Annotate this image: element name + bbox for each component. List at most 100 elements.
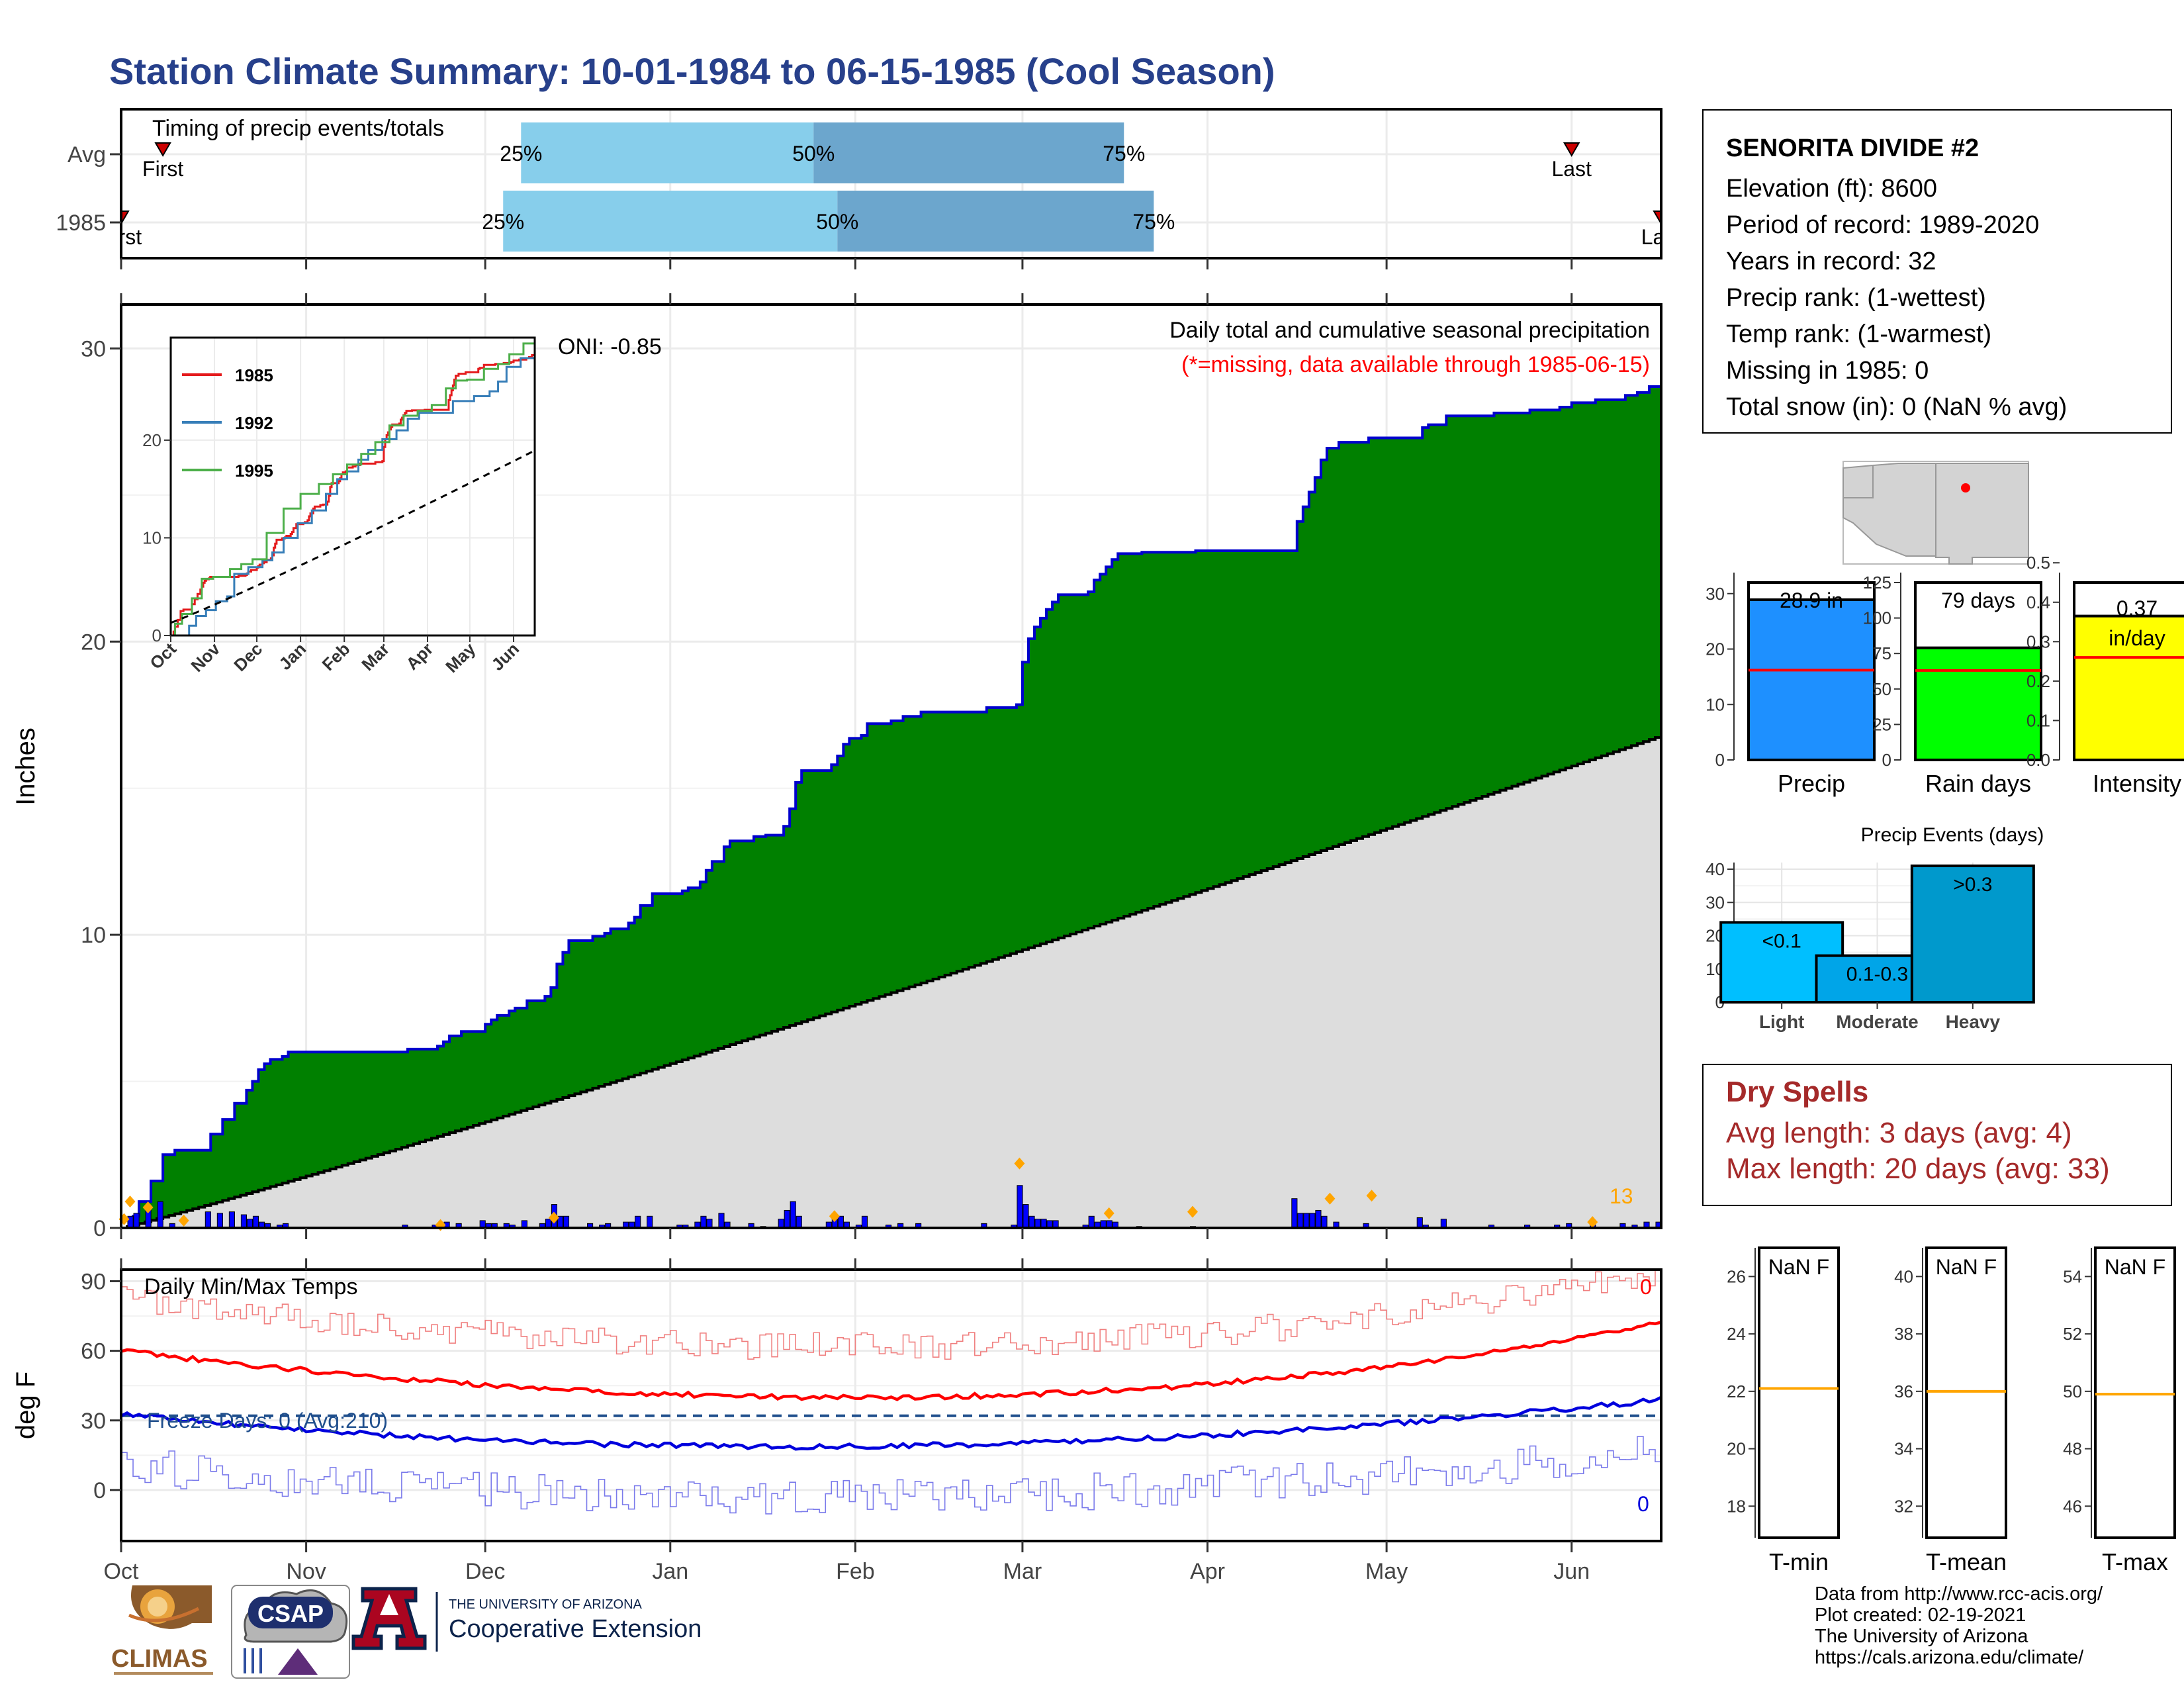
timing-iqr-upper <box>837 191 1154 252</box>
temp-y-tick: 0 <box>93 1478 106 1503</box>
inset-y-tick: 20 <box>142 430 161 450</box>
dry-spells-title: Dry Spells <box>1726 1076 1869 1108</box>
daily-precip-bar <box>240 1214 248 1229</box>
daily-precip-bar <box>647 1215 653 1229</box>
precip-y-tick: 0 <box>93 1216 106 1241</box>
csap-logo-text: CSAP <box>257 1600 324 1627</box>
daily-max-temp-line <box>121 1270 1656 1360</box>
event-marker <box>178 1214 189 1227</box>
event-marker <box>548 1211 559 1224</box>
cumulative-precip-line <box>121 381 1662 1229</box>
average-cumulative-precip-area <box>121 735 1661 1228</box>
temp-box-t-max: 46 48 50 52 54 NaN F T-max <box>2063 1246 2176 1575</box>
mini-bar-unit-label: in/day <box>2109 626 2165 650</box>
timing-first-marker <box>154 142 171 157</box>
event-category-label: Heavy <box>1946 1011 2001 1032</box>
event-marker <box>1366 1190 1377 1202</box>
precip-events-chart: Precip Events (days) 010203040<0.1Light0… <box>1706 824 2044 1032</box>
temperature-anomaly-boxes: 18 20 22 24 26 NaN F T-min 32 34 36 38 40 NaN F T-mea… <box>1727 1246 2176 1575</box>
mini-bar-value <box>1914 646 2042 762</box>
station-elevation: Elevation (ft): 8600 <box>1726 175 1937 203</box>
mini-bar-chart-intensity: 0.0 0.1 0.2 0.3 0.4 0.5 0.37 in/day Intensity <box>2026 553 2184 797</box>
temp-box-t-min: 18 20 22 24 26 NaN F T-min <box>1727 1246 1840 1575</box>
temp-y-axis-label: deg F <box>11 1372 40 1439</box>
mini-bar-y-tick: 0 <box>1715 750 1725 770</box>
daily-precip-bar <box>837 1215 844 1229</box>
event-category-label: Light <box>1759 1011 1804 1032</box>
x-tick-oct: Oct <box>104 1559 139 1584</box>
credit-url: https://cals.arizona.edu/climate/ <box>1815 1647 2084 1668</box>
mini-bar-value <box>1747 598 1876 762</box>
temp-box-frame <box>1925 1246 2007 1539</box>
temp-y-tick: 90 <box>81 1270 106 1295</box>
timing-panel: 25% 50% 75% First Last 25% 50% 75% First Last Tim… <box>56 108 1662 259</box>
dry-spells-box: Dry Spells Avg length: 3 days (avg: 4) M… <box>1702 1064 2172 1206</box>
mini-bar-chart-precip: 0 10 20 30 28.9 in Precip <box>1706 573 1876 797</box>
daily-precip-bar <box>635 1215 641 1229</box>
ua-logo-line2: Cooperative Extension <box>449 1615 702 1643</box>
inset-y-tick: 0 <box>152 626 161 645</box>
temp-box-label: T-min <box>1769 1548 1829 1575</box>
daily-precip-bar <box>563 1215 570 1229</box>
daily-precip-bar <box>718 1213 725 1229</box>
x-tick-dec: Dec <box>465 1559 505 1584</box>
x-tick-jan: Jan <box>652 1559 688 1584</box>
temp-box-y-tick: 38 <box>1894 1324 1913 1344</box>
timing-row-label-avg: Avg <box>68 142 106 167</box>
daily-min-temp-line <box>121 1436 1661 1515</box>
temp-box-y-tick: 18 <box>1727 1496 1746 1516</box>
inset-legend-1995: 1995 <box>235 461 273 481</box>
mini-bar-y-tick: 10 <box>1706 694 1725 714</box>
daily-precip-bar <box>1416 1217 1423 1229</box>
climas-logo-text: CLIMAS <box>111 1645 208 1673</box>
daily-precip-bar <box>228 1211 235 1229</box>
timing-iqr-lower <box>521 122 814 183</box>
climas-logo: CLIMAS <box>111 1585 213 1675</box>
station-missing: Missing in 1985: 0 <box>1726 357 1929 385</box>
mini-bar-category-label: Intensity <box>2093 770 2181 797</box>
daily-precip-bar <box>796 1215 802 1229</box>
station-temp-rank: Temp rank: (1-warmest) <box>1726 320 1992 348</box>
average-cumulative-precip-line <box>121 735 1662 1229</box>
station-location-dot <box>1961 483 1970 492</box>
station-location-map <box>1843 461 2029 565</box>
precip-panel: 0 10 20 30 Inches Daily total and cumulativ… <box>11 258 1662 1241</box>
mini-bar-y-tick: 0.4 <box>2026 592 2050 612</box>
event-marker <box>142 1201 154 1213</box>
daily-precip-bar <box>1321 1215 1328 1229</box>
temp-box-y-tick: 50 <box>2063 1382 2082 1401</box>
daily-precip-bar <box>216 1213 223 1229</box>
mini-bar-y-tick: 50 <box>1872 679 1891 699</box>
mini-bar-y-tick: 25 <box>1872 714 1891 734</box>
mini-bar-value <box>2073 614 2184 761</box>
temp-y-tick: 30 <box>81 1409 106 1434</box>
precip-panel-title: Daily total and cumulative seasonal prec… <box>1169 318 1650 343</box>
event-marker <box>1324 1192 1336 1205</box>
station-name: SENORITA DIVIDE #2 <box>1726 134 1979 162</box>
timing-p75-label: 75% <box>1103 142 1145 165</box>
temp-box-y-tick: 52 <box>2063 1324 2082 1344</box>
credit-source: Data from http://www.rcc-acis.org/ <box>1815 1583 2103 1605</box>
event-marker <box>1587 1216 1598 1229</box>
daily-precip-bar <box>1309 1213 1316 1229</box>
freeze-days-label: Freeze Days: 0 (Avg:210) <box>147 1409 388 1432</box>
precip-y-tick: 30 <box>81 336 106 361</box>
station-years: Years in record: 32 <box>1726 248 1936 275</box>
dry-spells-max: Max length: 20 days (avg: 33) <box>1726 1152 2110 1185</box>
temp-box-frame <box>1758 1246 1840 1539</box>
inset-legend: 1985 1992 1995 <box>182 365 273 481</box>
daily-precip-bar <box>133 1213 140 1229</box>
inset-legend-1992: 1992 <box>235 413 273 433</box>
event-marker <box>1014 1157 1025 1170</box>
dry-spells-avg: Avg length: 3 days (avg: 4) <box>1726 1117 2072 1149</box>
timing-p25-label: 25% <box>500 142 542 165</box>
missing-data-note: (*=missing, data available through 1985-… <box>1181 352 1650 377</box>
event-category-label: Moderate <box>1836 1011 1918 1032</box>
daily-precip-bar <box>1088 1215 1095 1229</box>
mini-bar-y-tick: 0.1 <box>2026 710 2050 730</box>
daily-precip-bar <box>1023 1204 1029 1229</box>
station-total-snow: Total snow (in): 0 (NaN % avg) <box>1726 393 2068 421</box>
mini-bar-y-tick: 30 <box>1706 584 1725 604</box>
timing-first-marker <box>121 211 130 225</box>
